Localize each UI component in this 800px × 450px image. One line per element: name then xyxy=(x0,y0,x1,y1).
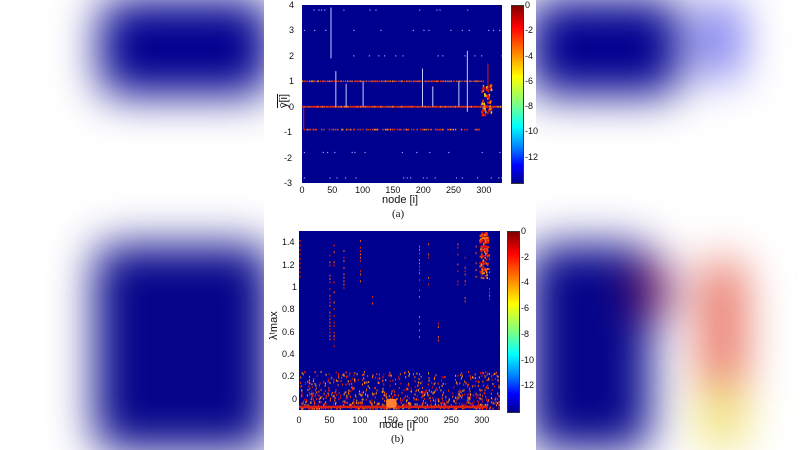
x-tick-a: 150 xyxy=(385,185,401,195)
x-tick-b: 200 xyxy=(413,415,429,425)
colorbar-tick-b: -6 xyxy=(521,303,530,314)
y-tick-b: 0.2 xyxy=(282,371,295,382)
colorbar-tick-b: -10 xyxy=(521,354,535,365)
heatmap-a xyxy=(302,5,502,183)
x-tick-a: 50 xyxy=(327,185,338,195)
y-tick-b: 1.4 xyxy=(282,237,295,248)
x-axis-label-a: node [i] xyxy=(382,194,419,206)
x-tick-a: 100 xyxy=(355,185,371,195)
colorbar-tick-a: -4 xyxy=(525,50,534,61)
y-tick-a: 1 xyxy=(289,76,295,87)
y-axis-label-b: λᵗmax xyxy=(268,311,280,340)
y-tick-a: -2 xyxy=(284,152,293,163)
colorbar-tick-a: -10 xyxy=(525,126,539,137)
colorbar-tick-a: -12 xyxy=(525,151,539,162)
caption-b: (b) xyxy=(391,433,404,445)
x-tick-b: 100 xyxy=(352,415,368,425)
y-tick-a: 4 xyxy=(289,0,295,10)
heatmap-b xyxy=(299,231,500,410)
figure-page: 0 -2 -4 -6 -8 -10 -12 4 3 2 1 0 -1 -2 -3 0 50 100 150 200… xyxy=(264,0,539,450)
panel-b: 0 -2 -4 -6 -8 -10 -12 1.4 1.2 1 0.8 0.6 0.4 0.2 0 0 50… xyxy=(264,225,536,450)
y-tick-b: 0.6 xyxy=(282,326,295,337)
x-tick-a: 250 xyxy=(446,185,462,195)
x-tick-b: 250 xyxy=(443,415,459,425)
colorbar-tick-b: -12 xyxy=(521,380,535,391)
y-tick-b: 0.4 xyxy=(282,349,295,360)
colorbar-b xyxy=(507,231,520,413)
x-tick-b: 50 xyxy=(324,415,335,425)
colorbar-tick-b: -8 xyxy=(521,328,530,339)
x-axis-label-b: node [i] xyxy=(379,419,416,431)
background-blob xyxy=(95,245,270,450)
colorbar-tick-b: 0 xyxy=(521,226,527,236)
y-tick-b: 1 xyxy=(292,281,298,292)
colorbar-tick-b: -2 xyxy=(521,251,530,262)
panel-a: 0 -2 -4 -6 -8 -10 -12 4 3 2 1 0 -1 -2 -3 0 50 100 150 200… xyxy=(264,0,539,225)
x-tick-b: 0 xyxy=(296,415,302,425)
y-tick-b: 0.8 xyxy=(282,304,295,315)
background-blob xyxy=(700,0,740,80)
x-tick-b: 300 xyxy=(474,415,490,425)
x-tick-a: 0 xyxy=(299,185,305,195)
y-tick-a: 0 xyxy=(289,101,295,112)
colorbar-a xyxy=(511,5,524,184)
colorbar-tick-a: -8 xyxy=(525,101,534,112)
background-blob xyxy=(700,380,745,450)
y-tick-a: -1 xyxy=(284,127,293,138)
y-axis-label-a: ȳ[i] xyxy=(278,93,290,108)
x-tick-b: 150 xyxy=(382,415,398,425)
x-tick-a: 200 xyxy=(415,185,431,195)
colorbar-tick-a: -2 xyxy=(525,25,534,36)
y-tick-b: 0 xyxy=(292,393,298,404)
y-tick-a: 2 xyxy=(289,50,295,61)
colorbar-tick-b: -4 xyxy=(521,277,530,288)
background-blob xyxy=(530,0,680,95)
background-blob xyxy=(630,260,670,320)
y-tick-b: 1.2 xyxy=(282,259,295,270)
caption-a: (a) xyxy=(392,208,405,220)
background-blob xyxy=(100,0,270,95)
colorbar-tick-a: -6 xyxy=(525,75,534,86)
y-tick-a: 3 xyxy=(289,25,295,36)
x-tick-a: 300 xyxy=(476,185,492,195)
y-tick-a: -3 xyxy=(284,178,293,188)
colorbar-tick-a: 0 xyxy=(525,0,531,10)
